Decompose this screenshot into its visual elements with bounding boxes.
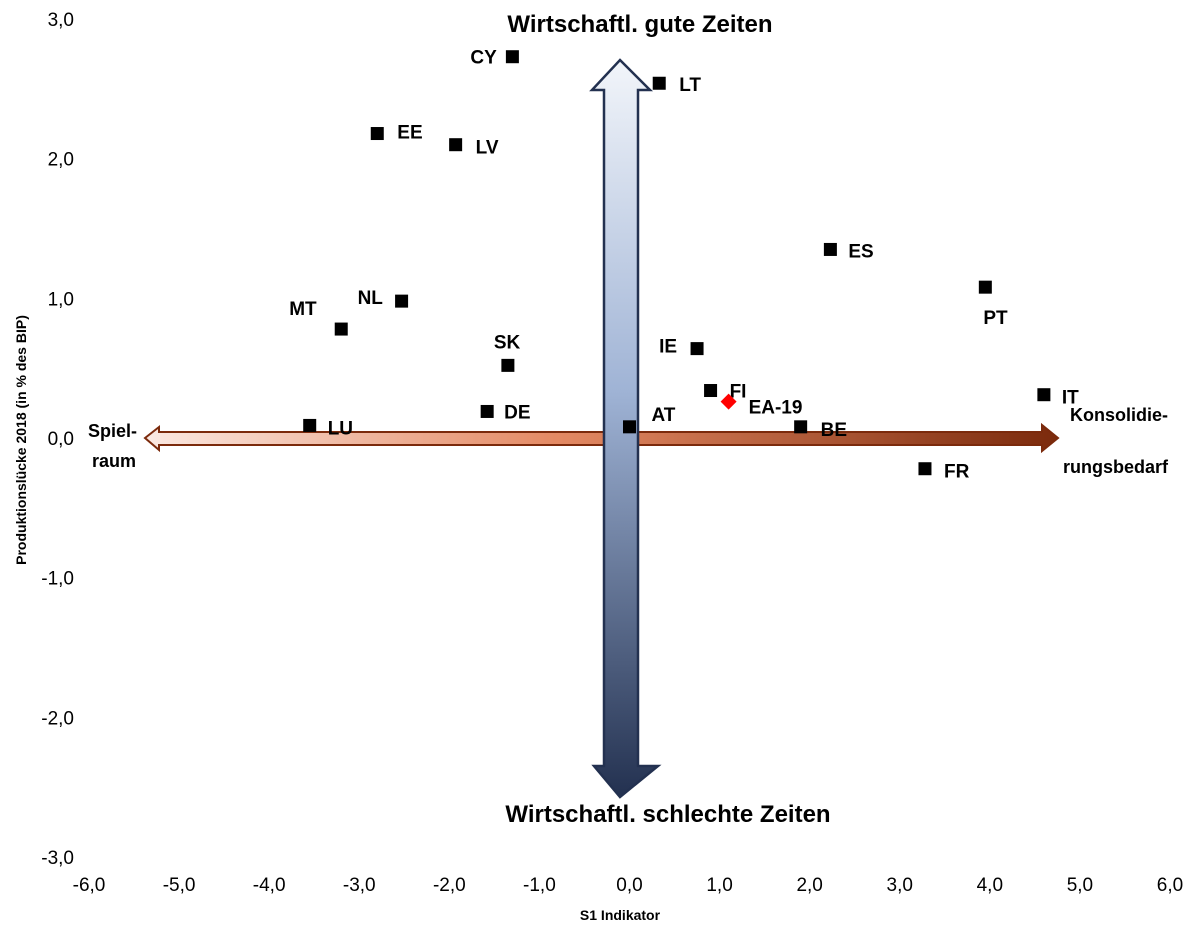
point-marker-it <box>1037 388 1051 402</box>
point-label-ee: EE <box>397 123 422 144</box>
point-marker-sk <box>501 358 515 372</box>
horizontal-arrow <box>143 422 1060 454</box>
point-marker-at <box>623 420 636 434</box>
point-marker-ie <box>690 342 704 356</box>
point-label-lt: LT <box>679 75 701 96</box>
point-marker-de <box>480 404 494 418</box>
point-label-de: DE <box>504 402 530 423</box>
point-marker-ee <box>370 127 384 141</box>
point-label-be: BE <box>821 420 847 441</box>
x-tick-label: 5,0 <box>1067 875 1093 896</box>
y-tick-label: -2,0 <box>41 708 74 729</box>
point-label-lu: LU <box>328 418 353 439</box>
x-tick-label: -3,0 <box>343 875 376 896</box>
point-label-it: IT <box>1062 388 1079 409</box>
x-tick-label: 0,0 <box>616 875 642 896</box>
x-axis-title: S1 Indikator <box>580 907 661 923</box>
quadrant-arrows <box>143 58 1060 799</box>
point-label-ie: IE <box>659 337 677 358</box>
point-label-fi: FI <box>730 382 747 403</box>
annotation-right-line2: rungsbedarf <box>1063 457 1169 477</box>
y-axis-title: Produktionslücke 2018 (in % des BIP) <box>13 315 29 565</box>
annotation-bottom: Wirtschaftl. schlechte Zeiten <box>505 801 830 828</box>
y-tick-label: 1,0 <box>48 289 74 310</box>
annotation-right-line1: Konsolidie- <box>1070 405 1168 425</box>
annotation-left-line2: raum <box>92 451 136 471</box>
point-label-at: AT <box>652 405 676 426</box>
x-tick-label: 4,0 <box>977 875 1003 896</box>
point-marker-lv <box>449 138 463 152</box>
x-tick-label: 1,0 <box>706 875 732 896</box>
point-marker-lt <box>652 76 666 90</box>
x-tick-label: -4,0 <box>253 875 286 896</box>
point-marker-fr <box>918 462 932 476</box>
x-axis-ticks: -6,0 -5,0 -4,0 -3,0 -2,0 -1,0 0,0 1,0 2,0 3,0 4,0 5… <box>73 875 1184 896</box>
y-tick-label: -1,0 <box>41 569 74 590</box>
point-label-ea-19: EA-19 <box>749 398 803 419</box>
y-tick-label: 2,0 <box>48 150 74 171</box>
x-tick-label: 3,0 <box>887 875 913 896</box>
x-tick-label: -5,0 <box>163 875 196 896</box>
point-label-pt: PT <box>983 308 1008 329</box>
point-label-cy: CY <box>470 48 497 69</box>
annotation-top: Wirtschaftl. gute Zeiten <box>507 11 772 38</box>
annotation-left-line1: Spiel- <box>88 421 137 441</box>
data-points: CY LT EE LV ES PT NL MT IE SK FI IT DE LU AT BE FR EA-19 <box>289 48 1079 483</box>
point-marker-fi <box>704 384 718 398</box>
point-marker-nl <box>395 294 409 308</box>
x-tick-label: -1,0 <box>523 875 556 896</box>
point-marker-pt <box>978 280 992 294</box>
point-marker-mt <box>334 322 348 336</box>
point-marker-ea-19 <box>720 393 737 410</box>
y-axis-ticks: 3,0 2,0 1,0 0,0 -1,0 -2,0 -3,0 <box>41 10 74 869</box>
x-tick-label: -6,0 <box>73 875 106 896</box>
point-label-mt: MT <box>289 299 317 320</box>
y-tick-label: -3,0 <box>41 848 74 869</box>
x-tick-label: -2,0 <box>433 875 466 896</box>
y-tick-label: 0,0 <box>48 429 74 450</box>
x-tick-label: 6,0 <box>1157 875 1183 896</box>
point-label-es: ES <box>848 241 873 262</box>
point-marker-be <box>794 420 808 434</box>
point-label-fr: FR <box>944 462 970 483</box>
x-tick-label: 2,0 <box>796 875 822 896</box>
point-marker-es <box>823 242 837 256</box>
point-label-lv: LV <box>476 138 499 159</box>
point-marker-lu <box>303 418 317 432</box>
y-tick-label: 3,0 <box>48 10 74 31</box>
point-label-sk: SK <box>494 332 521 353</box>
point-label-nl: NL <box>358 288 384 309</box>
point-marker-cy <box>505 50 519 64</box>
